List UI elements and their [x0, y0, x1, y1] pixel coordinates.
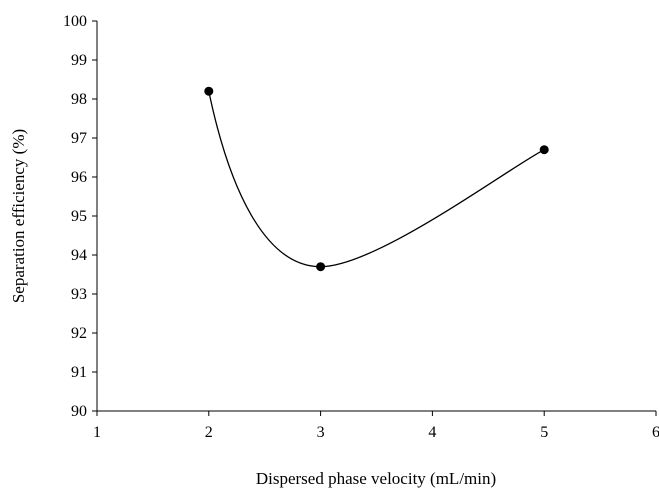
y-axis-ticks: 90 91 92 93 94 95 96 97 98 99 100	[63, 13, 97, 420]
x-tick-label: 2	[205, 424, 213, 441]
data-point	[204, 86, 214, 96]
data-point	[316, 262, 326, 272]
y-tick-label: 99	[71, 52, 87, 69]
plot-area: 90 91 92 93 94 95 96 97 98 99 100 1 2 3 4 5 6	[63, 13, 659, 441]
y-tick-label: 92	[71, 325, 87, 342]
x-axis-ticks: 1 2 3 4 5 6	[93, 411, 659, 441]
x-tick-label: 4	[428, 424, 436, 441]
x-tick-label: 1	[93, 424, 101, 441]
x-axis-title: Dispersed phase velocity (mL/min)	[256, 469, 496, 488]
x-tick-label: 5	[540, 424, 548, 441]
y-tick-label: 93	[71, 286, 87, 303]
x-tick-label: 3	[317, 424, 325, 441]
y-axis-title: Separation efficiency (%)	[9, 129, 28, 303]
y-tick-label: 90	[71, 403, 87, 420]
y-tick-label: 94	[71, 247, 87, 264]
data-point	[539, 145, 549, 155]
y-tick-label: 95	[71, 208, 87, 225]
x-tick-label: 6	[652, 424, 659, 441]
y-tick-label: 100	[63, 13, 87, 30]
series-curve	[208, 91, 545, 268]
y-tick-label: 97	[71, 130, 87, 147]
y-tick-label: 98	[71, 91, 87, 108]
y-tick-label: 96	[71, 169, 87, 186]
y-tick-label: 91	[71, 364, 87, 381]
data-points	[204, 86, 549, 272]
